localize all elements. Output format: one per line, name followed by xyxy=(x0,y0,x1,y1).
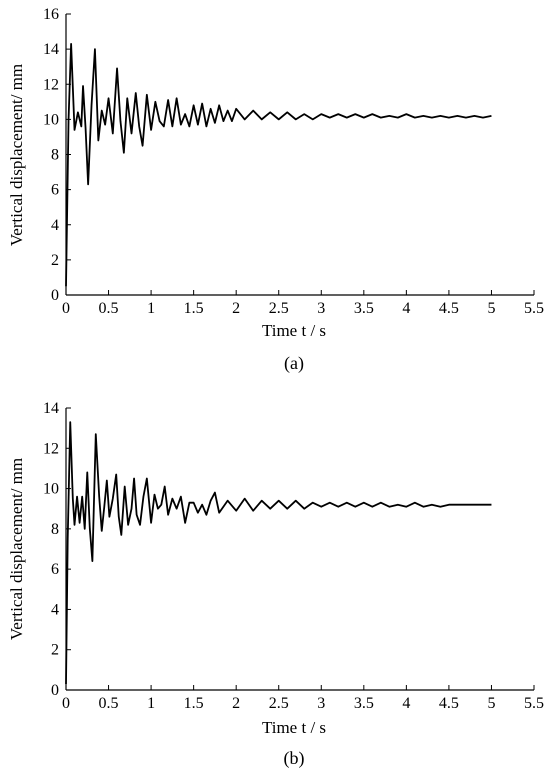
x-tick-label: 0 xyxy=(62,695,70,712)
x-axis-title: Time t / s xyxy=(262,321,326,340)
x-tick-label: 0.5 xyxy=(99,300,119,317)
y-tick-label: 0 xyxy=(51,287,59,304)
y-tick-label: 10 xyxy=(43,111,59,128)
panel-label: (b) xyxy=(284,748,305,769)
y-tick-label: 6 xyxy=(51,182,59,199)
y-tick-label: 2 xyxy=(51,252,59,269)
series-line xyxy=(65,421,492,684)
x-tick-label: 3 xyxy=(317,695,325,712)
x-tick-label: 3 xyxy=(317,300,325,317)
panel-b: 0 2 4 6 8 10 12 14 0 0.5 1 1.5 2 2.5 3 3.5 4 4.5 5 5.5 Time … xyxy=(7,400,544,769)
x-tick-label: 2 xyxy=(232,695,240,712)
x-tick-label: 5.5 xyxy=(524,300,544,317)
x-tick-label: 5 xyxy=(487,695,495,712)
x-tick-label: 1.5 xyxy=(184,695,204,712)
y-tick-label: 14 xyxy=(43,41,59,58)
y-tick-label: 6 xyxy=(51,561,59,578)
panel-label: (a) xyxy=(284,353,304,374)
x-tick-label: 4.5 xyxy=(439,695,459,712)
x-axis-title: Time t / s xyxy=(262,718,326,737)
x-tick-label: 4 xyxy=(402,300,410,317)
x-tick-label: 2.5 xyxy=(269,300,289,317)
y-tick-label: 0 xyxy=(51,682,59,699)
y-tick-label: 12 xyxy=(43,440,59,457)
y-tick-label: 10 xyxy=(43,481,59,498)
x-tick-label: 5 xyxy=(487,300,495,317)
x-tick-label: 0 xyxy=(62,300,70,317)
panel-a: 0 2 4 6 8 10 12 14 16 0 0.5 1 1.5 2 2.5 3 3.5 4 4.5 5 5.5 Tim… xyxy=(7,6,544,374)
y-tick-label: 12 xyxy=(43,76,59,93)
y-tick-label: 2 xyxy=(51,642,59,659)
x-tick-label: 2.5 xyxy=(269,695,289,712)
x-tick-label: 4 xyxy=(402,695,410,712)
y-axis-title: Vertical displacement/ mm xyxy=(7,64,26,246)
y-tick-label: 16 xyxy=(43,6,59,23)
x-tick-label: 3.5 xyxy=(354,695,374,712)
y-tick-label: 8 xyxy=(51,521,59,538)
y-tick-label: 4 xyxy=(51,601,59,618)
y-tick-label: 14 xyxy=(43,400,59,417)
y-tick-label: 4 xyxy=(51,217,59,234)
x-tick-label: 1 xyxy=(147,695,155,712)
y-axis-title: Vertical displacement/ mm xyxy=(7,458,26,640)
y-tick-label: 8 xyxy=(51,147,59,164)
x-tick-label: 1.5 xyxy=(184,300,204,317)
x-tick-label: 1 xyxy=(147,300,155,317)
series-line xyxy=(65,42,492,287)
x-tick-label: 2 xyxy=(232,300,240,317)
x-tick-label: 5.5 xyxy=(524,695,544,712)
x-tick-label: 3.5 xyxy=(354,300,374,317)
x-tick-label: 0.5 xyxy=(99,695,119,712)
x-tick-label: 4.5 xyxy=(439,300,459,317)
